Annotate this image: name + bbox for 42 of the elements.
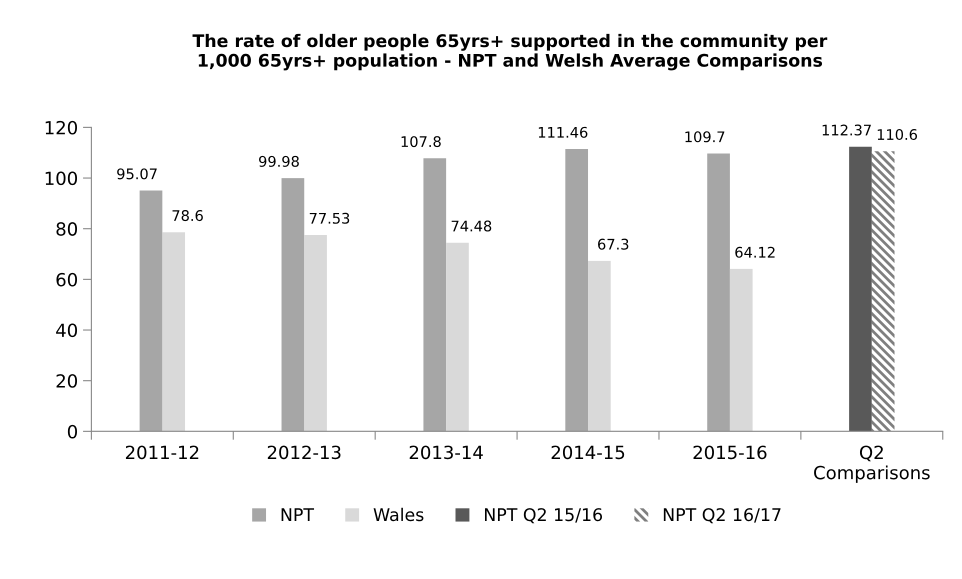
bar — [707, 153, 730, 432]
legend-label: NPT Q2 15/16 — [484, 508, 602, 524]
bar — [565, 149, 588, 432]
legend-label: Wales — [374, 508, 424, 522]
x-tick-label: 2011-12 — [126, 446, 198, 460]
y-tick-label: 80 — [56, 222, 77, 236]
x-tick-label: Q2 Comparisons — [814, 446, 930, 483]
data-label: 67.3 — [598, 238, 628, 250]
bar — [282, 178, 304, 432]
bar — [872, 151, 895, 432]
data-label: 77.53 — [310, 212, 350, 224]
data-label: 99.98 — [259, 156, 299, 167]
x-tick-label: 2015-16 — [694, 446, 766, 460]
data-label: 64.12 — [735, 246, 775, 258]
x-tick-label: 2013-14 — [410, 446, 483, 460]
y-tick-label: 100 — [46, 172, 77, 186]
legend-label: NPT Q2 16/17 — [664, 508, 781, 524]
x-tick-label: 2014-15 — [552, 446, 624, 460]
chart-title: The rate of older people 65yrs+ supported in the community per 1,000 65yrs+ population - NPT and Welsh Average Comparisons — [192, 34, 828, 70]
bar — [588, 260, 611, 432]
bar — [446, 242, 469, 432]
data-label: 95.07 — [117, 168, 157, 180]
y-tick-label: 0 — [68, 424, 77, 438]
bar — [849, 146, 872, 432]
legend-label: NPT — [282, 508, 314, 521]
data-label: 112.37 — [822, 124, 871, 136]
y-tick-label: 20 — [56, 374, 77, 388]
bar — [140, 190, 162, 432]
y-tick-label: 60 — [56, 272, 77, 286]
data-label: 109.7 — [685, 131, 724, 142]
bar — [162, 232, 186, 432]
data-label: 110.6 — [878, 129, 918, 140]
y-tick-label: 120 — [46, 120, 77, 134]
data-label: 111.46 — [538, 126, 588, 138]
y-tick-label: 40 — [56, 323, 77, 338]
bar — [730, 268, 753, 432]
x-tick-label: 2012-13 — [268, 446, 341, 460]
data-label: 107.8 — [402, 136, 441, 148]
bar — [423, 158, 446, 432]
data-label: 74.48 — [452, 220, 492, 232]
data-label: 78.6 — [172, 210, 203, 222]
bar — [304, 234, 327, 432]
